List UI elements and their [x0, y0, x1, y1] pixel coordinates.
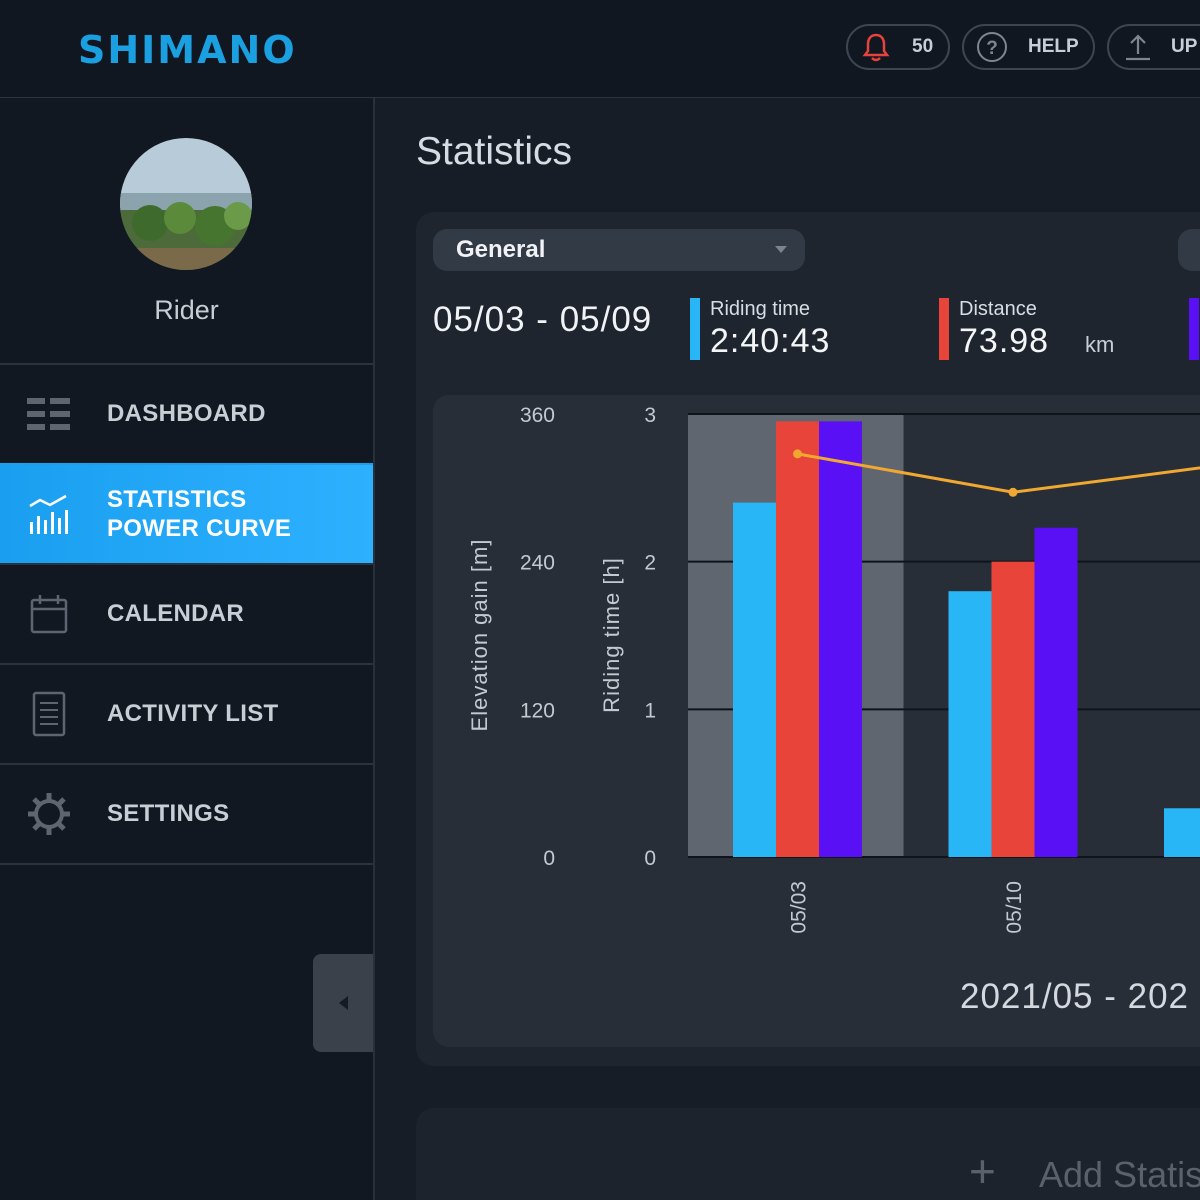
distance-value: 73.98 [959, 322, 1050, 360]
notification-count: 50 [912, 36, 934, 57]
sidebar: Rider DASHBOARD STATISTICS POWER CURVE C… [0, 98, 375, 1200]
distance-label: Distance [959, 298, 1037, 320]
distance-color [939, 298, 949, 360]
app-header: SHIMANO 50 ? HELP UP [0, 0, 1200, 98]
chart-line-point [793, 449, 802, 459]
sidebar-item-label: ACTIVITY LIST [107, 700, 279, 727]
x-tick-label: 05/03 [788, 881, 811, 934]
username: Rider [154, 295, 219, 325]
add-statistics-label: Add Statis [1039, 1154, 1200, 1195]
riding-time-tick-label: 0 [644, 847, 656, 870]
upload-button[interactable]: UP [1107, 24, 1200, 70]
sidebar-item-calendar[interactable]: CALENDAR [0, 563, 373, 663]
riding-time-tick-label: 3 [644, 404, 656, 427]
bell-icon [862, 32, 890, 62]
date-range: 05/03 - 05/09 [433, 300, 653, 339]
dashboard-icon [26, 391, 72, 437]
riding-time-value: 2:40:43 [710, 322, 831, 360]
secondary-select[interactable] [1178, 229, 1200, 271]
statistics-type-value: General [456, 236, 546, 263]
riding-time-color [690, 298, 700, 360]
sidebar-item-label: CALENDAR [107, 600, 245, 627]
sidebar-item-label: SETTINGS [107, 800, 230, 827]
chart-line-point [1008, 487, 1018, 497]
statistics-card: General 05/03 - 05/09 Riding time 2:40:4… [416, 212, 1200, 1066]
third-stat-color [1189, 298, 1199, 360]
chart-panel: 0 120 240 360 0 1 2 3 Elevation gain [m] Riding t… [433, 395, 1200, 1047]
chevron-left-icon [338, 996, 348, 1010]
shimano-logo[interactable]: SHIMANO [78, 28, 297, 72]
sidebar-item-dashboard[interactable]: DASHBOARD [0, 363, 373, 463]
riding-time-label: Riding time [710, 298, 811, 320]
question-icon: ? [976, 31, 1008, 63]
statistics-icon [26, 491, 72, 537]
upload-label: UP [1171, 36, 1198, 57]
period-label: 2021/05 - 202 [960, 977, 1189, 1016]
riding-time-tick-label: 1 [644, 699, 656, 722]
add-statistics-card[interactable]: + Add Statis [416, 1108, 1200, 1200]
avatar[interactable] [120, 138, 252, 270]
sidebar-item-settings[interactable]: SETTINGS [0, 763, 373, 865]
collapse-sidebar-button[interactable] [313, 954, 373, 1052]
help-label: HELP [1028, 36, 1079, 57]
chevron-down-icon [775, 246, 787, 253]
chart-bar [819, 421, 862, 857]
page-title: Statistics [416, 130, 573, 173]
sidebar-item-label: STATISTICS POWER CURVE [107, 485, 291, 543]
elevation-axis-title: Elevation gain [m] [467, 539, 492, 732]
sidebar-item-activity-list[interactable]: ACTIVITY LIST [0, 663, 373, 763]
chart-bar [1164, 808, 1200, 857]
chart-bar [776, 421, 819, 857]
plus-icon: + [969, 1145, 996, 1197]
riding-time-axis-title: Riding time [h] [599, 557, 624, 713]
elevation-tick-label: 0 [543, 847, 555, 870]
chart-bar [1034, 527, 1078, 857]
elevation-tick-label: 120 [520, 699, 555, 722]
gear-icon [26, 791, 72, 837]
statistics-label: STATISTICS [107, 486, 247, 513]
chart-bar [991, 561, 1035, 857]
statistics-type-select[interactable]: General [433, 229, 805, 271]
x-tick-label: 05/10 [1003, 881, 1026, 934]
sidebar-item-label: DASHBOARD [107, 400, 266, 427]
distance-stat: Distance 73.98 km [939, 298, 1139, 360]
help-button[interactable]: ? HELP [962, 24, 1095, 70]
riding-time-stat: Riding time 2:40:43 [690, 298, 890, 360]
riding-time-tick-label: 2 [644, 552, 656, 575]
power-curve-label: POWER CURVE [107, 515, 292, 542]
sidebar-item-statistics[interactable]: STATISTICS POWER CURVE [0, 463, 373, 563]
chart-bar [733, 502, 776, 857]
upload-icon [1123, 32, 1153, 62]
third-stat [1189, 298, 1200, 360]
elevation-tick-label: 240 [520, 552, 555, 575]
sidebar-nav: DASHBOARD STATISTICS POWER CURVE CALENDA… [0, 363, 373, 865]
chart-bar [948, 591, 992, 857]
distance-unit: km [1085, 332, 1115, 357]
calendar-icon [26, 591, 72, 637]
notifications-button[interactable]: 50 [846, 24, 950, 70]
main-content: Statistics General 05/03 - 05/09 Riding … [375, 98, 1200, 1200]
elevation-tick-label: 360 [520, 404, 555, 427]
statistics-chart[interactable]: 0 120 240 360 0 1 2 3 Elevation gain [m] Riding t… [433, 395, 1200, 1047]
activity-list-icon [26, 691, 72, 737]
svg-text:?: ? [986, 38, 998, 59]
